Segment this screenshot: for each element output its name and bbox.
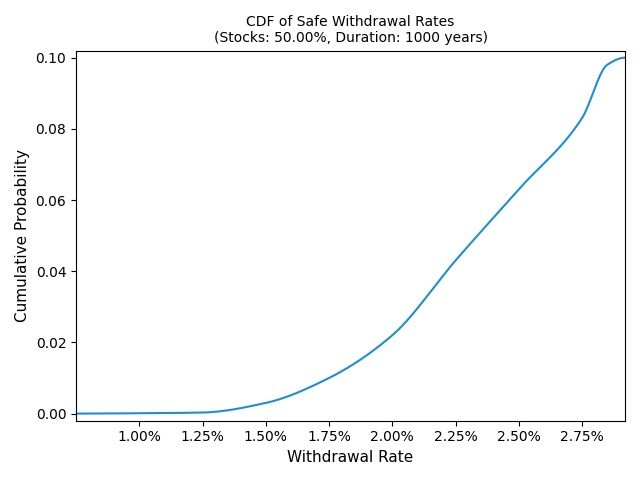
Title: CDF of Safe Withdrawal Rates
(Stocks: 50.00%, Duration: 1000 years): CDF of Safe Withdrawal Rates (Stocks: 50… bbox=[214, 15, 488, 45]
Y-axis label: Cumulative Probability: Cumulative Probability bbox=[15, 149, 30, 322]
X-axis label: Withdrawal Rate: Withdrawal Rate bbox=[287, 450, 413, 465]
